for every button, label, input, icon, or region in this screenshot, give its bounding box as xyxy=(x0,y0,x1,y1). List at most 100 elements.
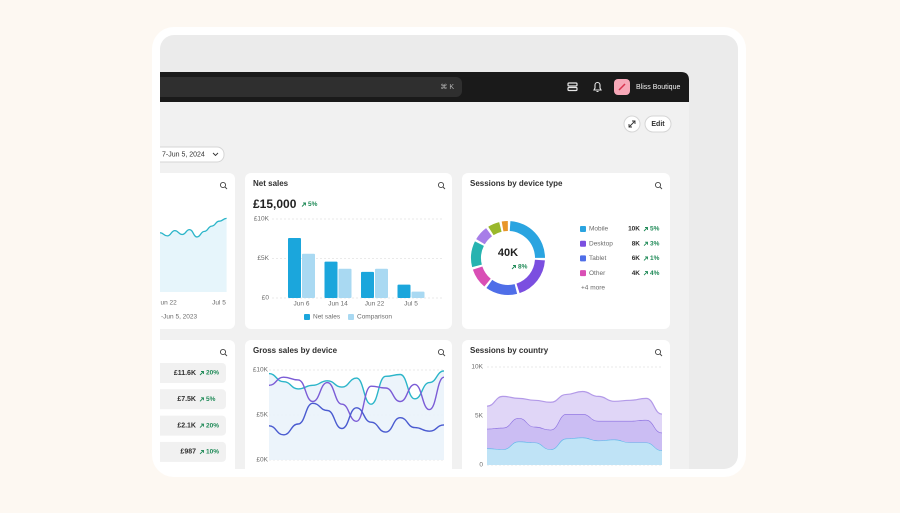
change: 4% xyxy=(650,270,660,277)
sessions-total: 40K xyxy=(498,247,518,259)
legend-swatch xyxy=(580,270,586,277)
shortcut: ⌘ K xyxy=(440,83,454,91)
card-title: Net sales xyxy=(253,179,289,188)
change: 5% xyxy=(206,396,216,403)
change: 3% xyxy=(650,240,660,247)
change: 20% xyxy=(206,370,219,377)
stacked-area xyxy=(487,437,662,465)
bar xyxy=(302,253,315,298)
card xyxy=(462,173,670,329)
legend-value: 8K xyxy=(632,240,641,247)
up-arrow xyxy=(643,241,648,247)
card-menu-icon xyxy=(437,348,445,356)
up-arrow xyxy=(301,202,306,207)
bar xyxy=(375,268,388,298)
avatar-glyph xyxy=(618,83,626,91)
legend-label: Net sales xyxy=(313,314,341,321)
store-name[interactable]: Bliss Boutique xyxy=(636,84,680,91)
card-menu-icon xyxy=(219,348,227,356)
x-tick-label: Jul 5 xyxy=(404,301,418,308)
more-link[interactable]: +4 more xyxy=(581,285,605,292)
bar xyxy=(288,237,301,298)
bar xyxy=(361,271,374,298)
card-menu-icon xyxy=(437,181,445,189)
legend-swatch xyxy=(580,240,586,247)
donut-segment xyxy=(488,222,502,236)
legend-label: Other xyxy=(589,270,606,277)
card-menu-icon xyxy=(224,353,228,357)
row-value: £987 xyxy=(180,449,196,456)
search-box[interactable] xyxy=(140,77,462,97)
y-tick-label: £10K xyxy=(253,367,269,374)
icon-part xyxy=(567,82,578,87)
y-tick-label: £0K xyxy=(256,457,268,464)
icon-part xyxy=(567,86,578,92)
net-sales-total: £15,000 xyxy=(253,197,297,211)
change: 1% xyxy=(650,255,660,262)
up-arrow xyxy=(643,271,648,276)
date-picker[interactable] xyxy=(140,146,225,163)
bar xyxy=(338,268,352,298)
legend-swatch xyxy=(580,255,586,262)
bar xyxy=(397,284,411,298)
donut-segment xyxy=(486,279,518,295)
y-tick-label: 5K xyxy=(475,413,484,420)
line xyxy=(268,402,445,436)
edit-label: Edit xyxy=(651,121,665,128)
bar xyxy=(411,291,425,298)
row-pill xyxy=(160,415,226,436)
area xyxy=(160,218,227,292)
change: 8% xyxy=(518,264,528,271)
y-tick-label: £10K xyxy=(254,216,270,223)
card-title: Sessions by country xyxy=(470,346,549,355)
y-tick-label: £5K xyxy=(256,412,268,419)
card-menu-icon xyxy=(224,186,228,190)
up-arrow xyxy=(199,449,204,455)
date-range: 7-Jun 5, 2024 xyxy=(162,151,205,158)
x-tick-label: Jun 22 xyxy=(365,301,385,308)
card-menu-icon xyxy=(442,186,446,190)
row-pill xyxy=(160,441,226,462)
card-title: Sessions by device type xyxy=(470,179,563,188)
donut-segment xyxy=(476,228,493,245)
row-value: £7.5K xyxy=(177,396,196,403)
bar xyxy=(324,261,338,298)
chevron xyxy=(212,152,219,157)
legend-label: -Jun 5, 2023 xyxy=(161,314,198,321)
up-arrow xyxy=(643,227,648,232)
donut-segment xyxy=(509,221,545,258)
area xyxy=(269,370,444,460)
area-edge xyxy=(486,390,663,415)
edit-button[interactable] xyxy=(644,115,672,133)
legend-swatch xyxy=(348,314,354,320)
card-menu-icon xyxy=(442,353,446,357)
x-tick-label: Jul 5 xyxy=(212,300,226,307)
stack-icon[interactable] xyxy=(567,82,578,92)
line xyxy=(160,217,227,238)
legend-value: 4K xyxy=(632,270,641,277)
legend-value: 10K xyxy=(628,226,640,233)
donut-segment xyxy=(501,221,508,232)
card-title: Gross sales by device xyxy=(253,346,338,355)
line xyxy=(268,370,445,405)
line xyxy=(268,376,445,423)
x-tick-label: Jun 6 xyxy=(294,301,310,308)
donut-segment xyxy=(516,259,545,294)
legend-label: Comparison xyxy=(357,314,392,321)
change: 5% xyxy=(308,201,318,208)
donut-segment xyxy=(472,266,491,287)
x-tick-label: Jun 22 xyxy=(157,300,177,307)
legend-swatch xyxy=(304,314,310,320)
x-tick-label: Jun 14 xyxy=(328,301,348,308)
card-menu-icon xyxy=(654,181,662,189)
change: 20% xyxy=(206,422,219,429)
y-tick-label: £5K xyxy=(257,255,269,262)
up-arrow xyxy=(643,256,648,261)
card-menu-icon xyxy=(659,186,663,190)
up-arrow xyxy=(199,397,204,402)
bell-icon[interactable] xyxy=(593,81,602,93)
row-value: £2.1K xyxy=(177,422,196,429)
card-menu-icon xyxy=(654,348,662,356)
